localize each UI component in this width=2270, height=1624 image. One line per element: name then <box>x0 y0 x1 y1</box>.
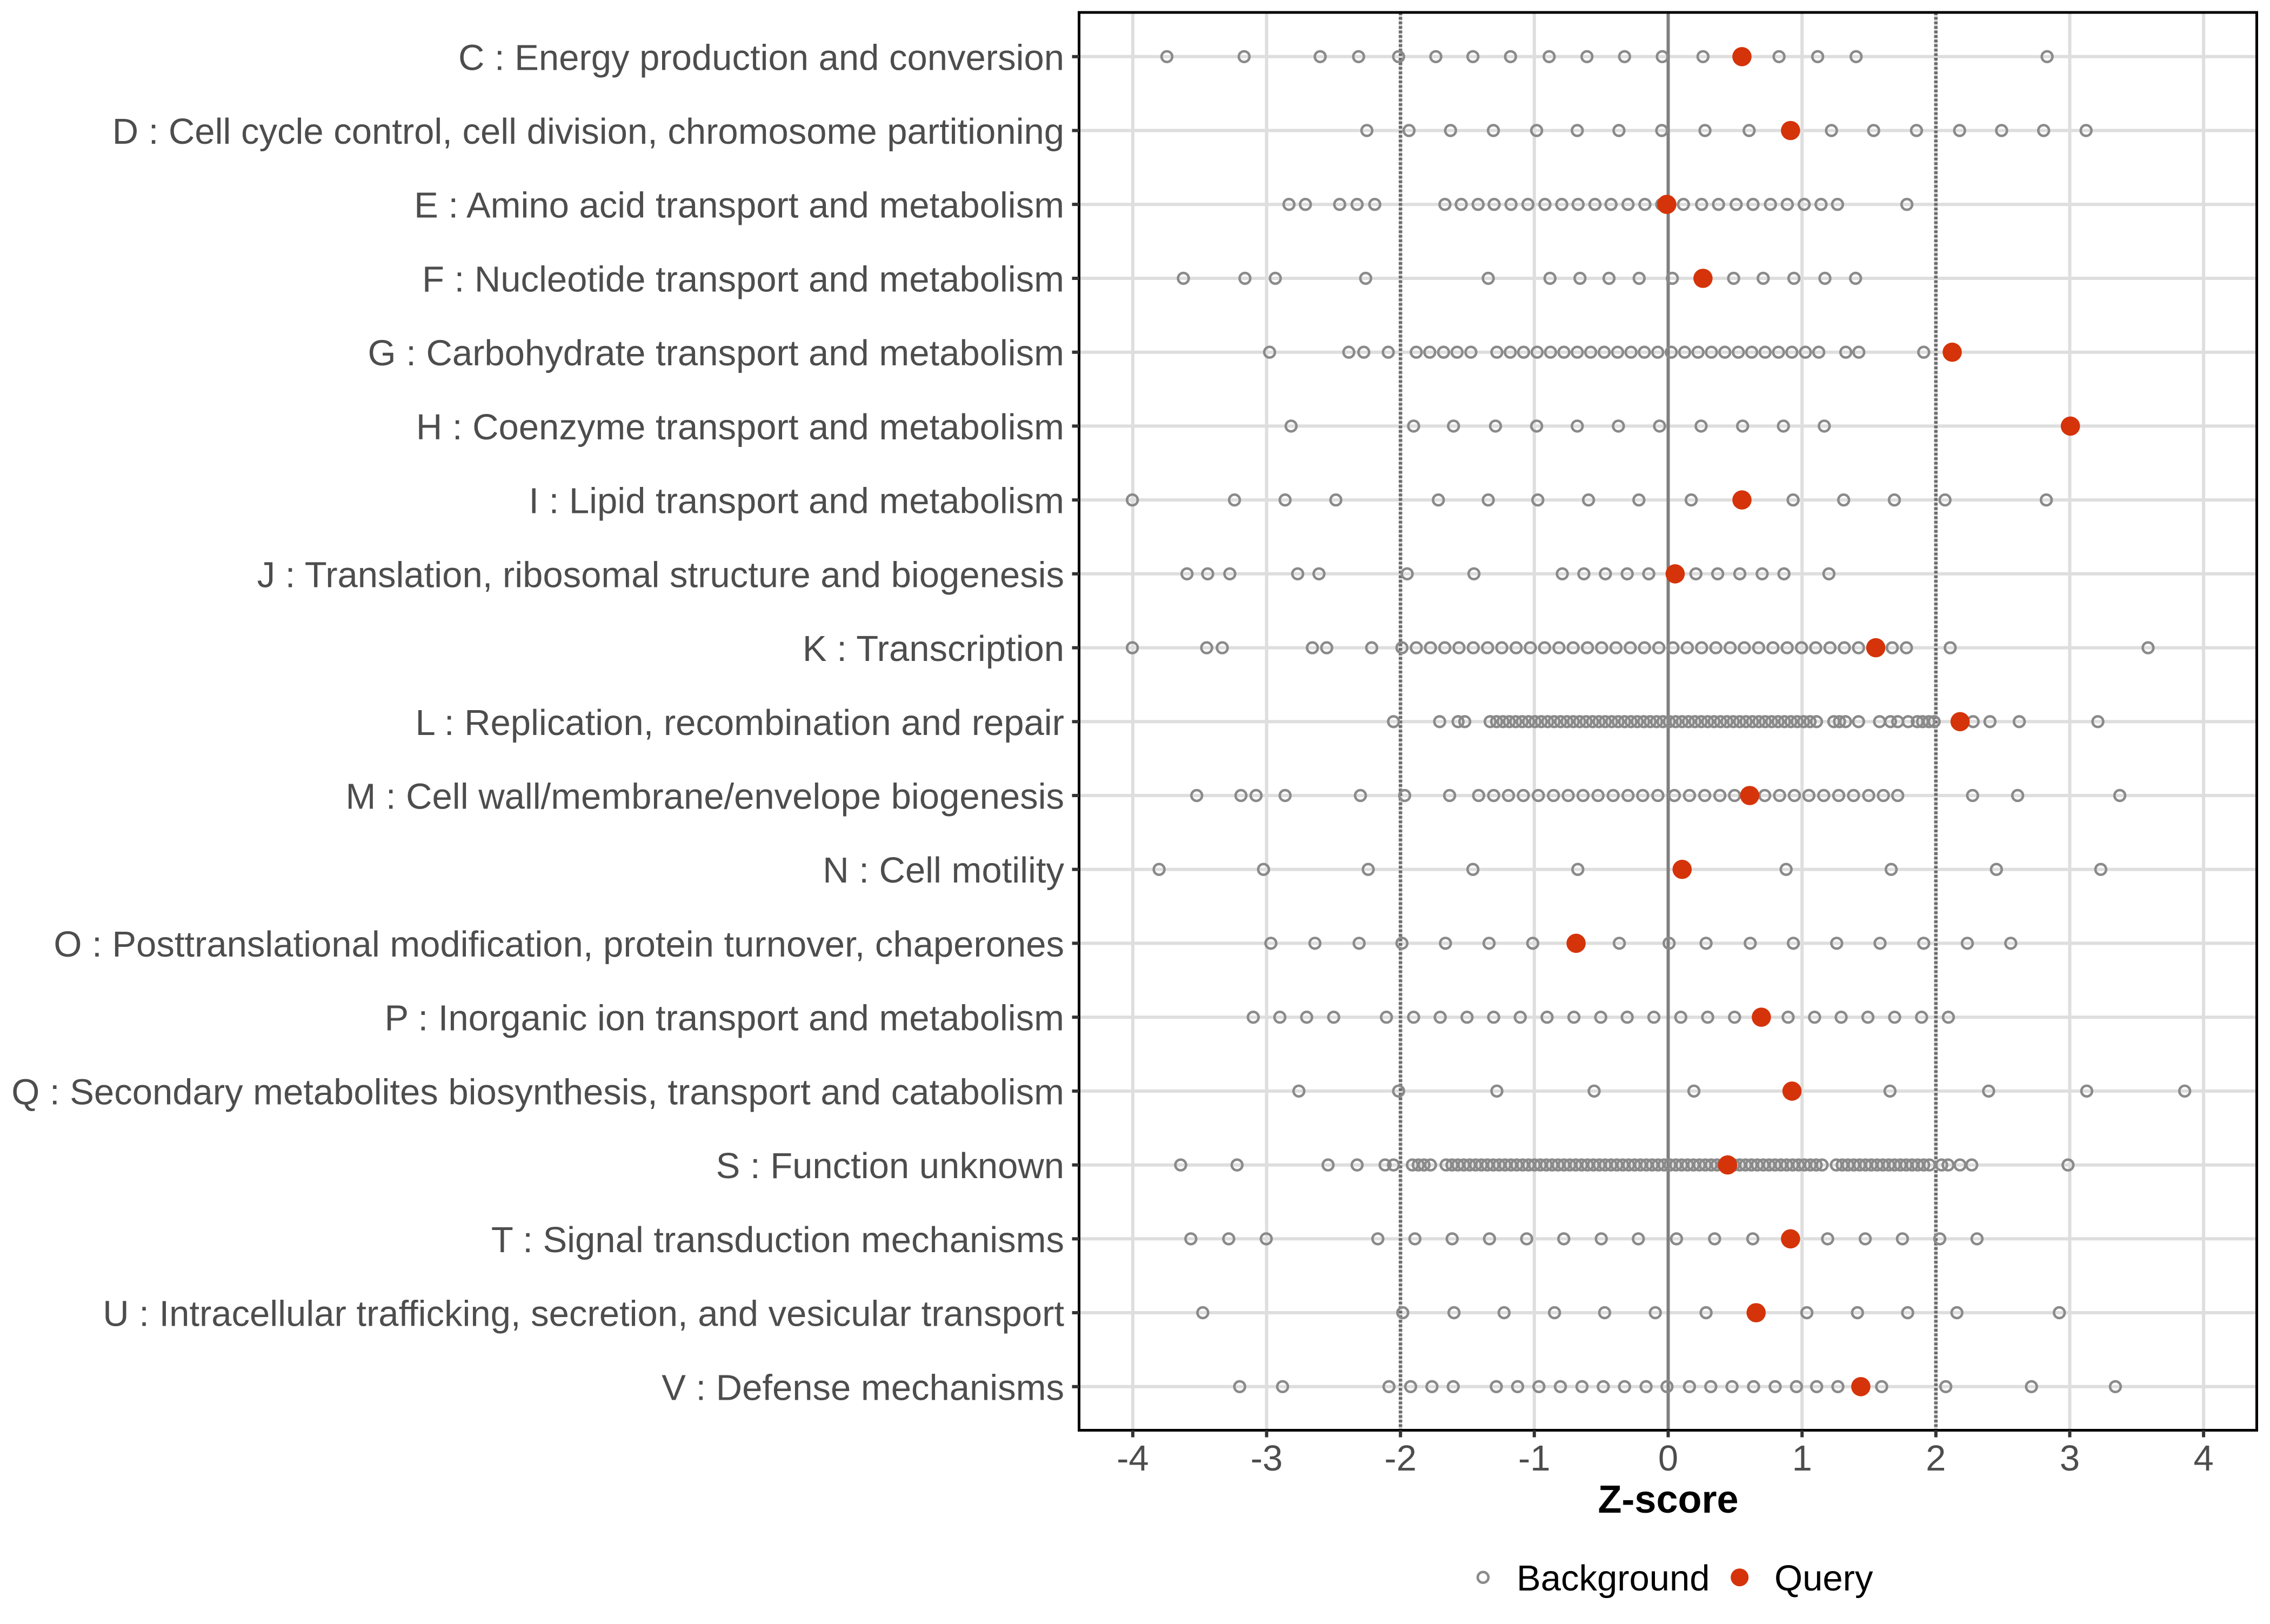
svg-text:T : Signal transduction mechan: T : Signal transduction mechanisms <box>491 1220 1064 1260</box>
svg-text:3: 3 <box>2060 1438 2080 1479</box>
svg-text:P : Inorganic ion transport an: P : Inorganic ion transport and metaboli… <box>384 998 1064 1039</box>
svg-text:F : Nucleotide transport and m: F : Nucleotide transport and metabolism <box>422 259 1064 300</box>
svg-text:J : Translation, ribosomal str: J : Translation, ribosomal structure and… <box>257 554 1064 595</box>
svg-text:E : Amino acid transport and m: E : Amino acid transport and metabolism <box>414 185 1064 226</box>
svg-text:H : Coenzyme transport and met: H : Coenzyme transport and metabolism <box>416 407 1064 447</box>
svg-text:Background: Background <box>1517 1558 1710 1599</box>
svg-text:D : Cell cycle control, cell d: D : Cell cycle control, cell division, c… <box>112 111 1064 152</box>
svg-text:-1: -1 <box>1518 1438 1551 1479</box>
svg-text:-2: -2 <box>1384 1438 1417 1479</box>
svg-text:Query: Query <box>1774 1558 1873 1599</box>
svg-text:S : Function unknown: S : Function unknown <box>716 1146 1064 1186</box>
svg-text:K : Transcription: K : Transcription <box>803 629 1064 669</box>
svg-text:V : Defense mechanisms: V : Defense mechanisms <box>662 1367 1064 1408</box>
svg-text:Q : Secondary metabolites bios: Q : Secondary metabolites biosynthesis, … <box>11 1072 1064 1112</box>
svg-text:C : Energy production and conv: C : Energy production and conversion <box>458 37 1064 78</box>
svg-text:1: 1 <box>1792 1438 1812 1479</box>
svg-text:0: 0 <box>1658 1438 1678 1479</box>
svg-text:G : Carbohydrate transport and: G : Carbohydrate transport and metabolis… <box>368 333 1064 373</box>
svg-text:L : Replication, recombination: L : Replication, recombination and repai… <box>416 703 1064 743</box>
svg-text:Z-score: Z-score <box>1598 1478 1738 1521</box>
svg-text:2: 2 <box>1926 1438 1946 1479</box>
svg-text:I : Lipid transport and metabo: I : Lipid transport and metabolism <box>529 481 1064 522</box>
svg-text:M : Cell wall/membrane/envelop: M : Cell wall/membrane/envelope biogenes… <box>346 777 1065 817</box>
svg-text:4: 4 <box>2193 1438 2213 1479</box>
svg-text:-3: -3 <box>1251 1438 1283 1479</box>
svg-text:O : Posttranslational modifica: O : Posttranslational modification, prot… <box>54 924 1064 965</box>
svg-text:N : Cell motility: N : Cell motility <box>823 850 1064 891</box>
svg-text:U : Intracellular trafficking,: U : Intracellular trafficking, secretion… <box>103 1294 1064 1334</box>
svg-text:-4: -4 <box>1117 1438 1149 1479</box>
